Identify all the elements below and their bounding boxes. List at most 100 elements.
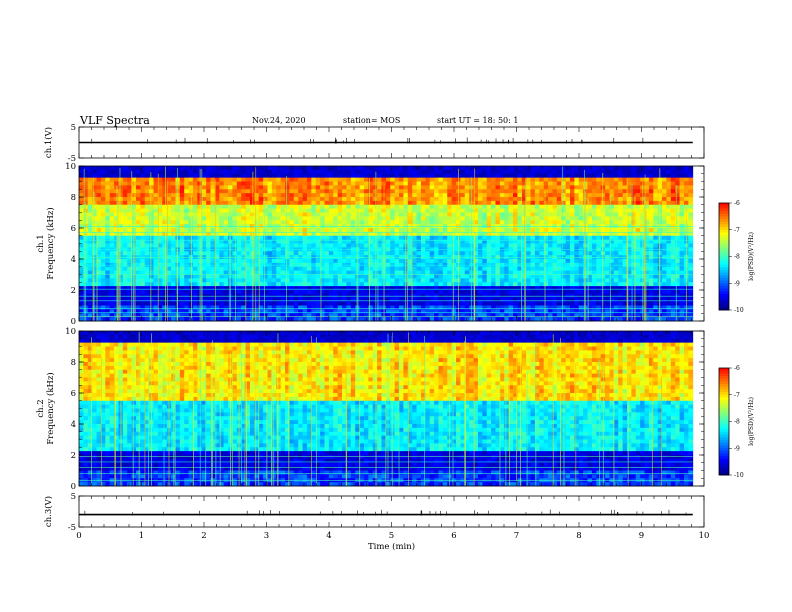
spectrogram-cell [232,290,238,295]
spectrogram-cell [495,166,501,171]
spectrogram-cell [214,251,220,256]
spectrogram-cell [188,266,194,272]
spectrogram-cell [491,282,496,287]
spectrogram-cell [249,220,255,225]
spectrogram-cell [144,239,150,244]
spectrogram-cell [482,166,488,171]
spectrogram-cell [552,181,558,186]
spectrogram-cell [539,235,545,241]
spectrogram-cell [596,270,602,275]
spectrogram-cell [333,228,339,233]
spectrogram-cell [131,235,137,241]
spectrogram-cell [587,297,593,303]
spectrogram-cell [565,274,571,279]
spectrogram-cell [517,239,523,244]
spectrogram-cell [521,208,527,213]
spectrogram-cell [166,220,172,225]
spectrogram-cell [241,305,246,310]
spectrogram-cell [293,200,299,206]
spectrogram-cell [477,266,483,272]
spectrogram-cell [214,231,220,237]
spectrogram-cell [157,274,163,279]
spectrogram-cell [526,243,531,248]
spectrogram-cell [346,278,352,283]
spectrogram-cell [377,251,382,256]
spectrogram-cell [464,228,470,233]
spectrogram-cell [368,274,374,279]
spectrogram-cell [271,173,277,179]
spectrogram-cell [570,259,575,264]
spectrogram-cell [144,208,150,213]
spectrogram-cell [530,239,536,244]
spectrogram-cell [245,282,251,287]
spectrogram-cell [399,208,404,213]
spectrogram-cell [105,266,111,272]
spectrogram-cell [157,228,163,233]
spectrogram-cell [232,282,238,287]
spectrogram-cell [517,290,523,295]
spectrogram-cell [499,239,505,244]
spectrogram-cell [228,193,233,198]
spectrogram-cell [508,228,514,233]
spectrogram-cell [504,309,510,314]
spectrogram-cell [412,286,417,291]
spectrogram-cell [342,309,347,314]
spectrogram-cell [504,166,510,171]
spectrogram-cell [605,317,610,322]
spectrogram-cell [149,270,154,275]
spectrogram-cell [118,177,124,182]
spectrogram-cell [372,212,378,217]
spectrogram-cell [473,251,479,256]
spectrogram-cell [513,189,518,194]
spectrogram-cell [425,181,431,186]
spectrogram-cell [548,274,553,279]
spectrogram-cell [236,301,242,306]
spectrogram-cell [92,305,97,310]
spectrogram-cell [556,169,562,175]
spectrogram-cell [385,278,391,283]
spectrogram-cell [377,309,382,314]
spectrogram-cell [135,239,141,244]
spectrogram-cell [570,266,575,272]
spectrogram-cell [583,169,588,175]
spectrogram-cell [87,177,93,182]
spectrogram-cell [118,259,124,264]
spectrogram-cell [271,189,277,194]
spectrogram-cell [333,305,339,310]
spectrogram-cell [429,173,435,179]
spectrogram-cell [184,290,189,295]
spectrogram-cell [166,169,172,175]
spectrogram-cell [214,166,220,171]
spectrogram-cell [315,177,321,182]
spectrogram-cell [442,228,448,233]
spectrogram-cell [166,297,172,303]
spectrogram-cell [425,220,431,225]
spectrogram-cell [197,204,203,210]
spectrogram-cell [390,189,396,194]
spectrogram-cell [79,197,84,202]
spectrogram-cell [114,185,119,190]
spectrogram-cell [162,251,168,256]
spectrogram-cell [293,197,299,202]
spectrogram-cell [385,197,391,202]
spectrogram-cell [166,251,172,256]
spectrogram-cell [385,193,391,198]
spectrogram-cell [223,305,229,310]
spectrogram-cell [548,286,553,291]
spectrogram-cell [508,317,514,322]
spectrogram-cell [285,166,290,171]
spectrogram-cell [530,251,536,256]
spectrogram-cell [482,208,488,213]
spectrogram-cell [206,301,211,306]
spectrogram-cell [285,235,290,241]
spectrogram-cell [276,189,282,194]
spectrogram-cell [166,235,172,241]
spectrogram-cell [416,231,422,237]
spectrogram-cell [258,166,264,171]
spectrogram-cell [87,212,93,217]
spectrogram-cell [228,181,233,186]
spectrogram-cell [100,204,106,210]
spectrogram-cell [513,274,518,279]
spectrogram-cell [100,313,106,318]
spectrogram-cell [236,169,242,175]
